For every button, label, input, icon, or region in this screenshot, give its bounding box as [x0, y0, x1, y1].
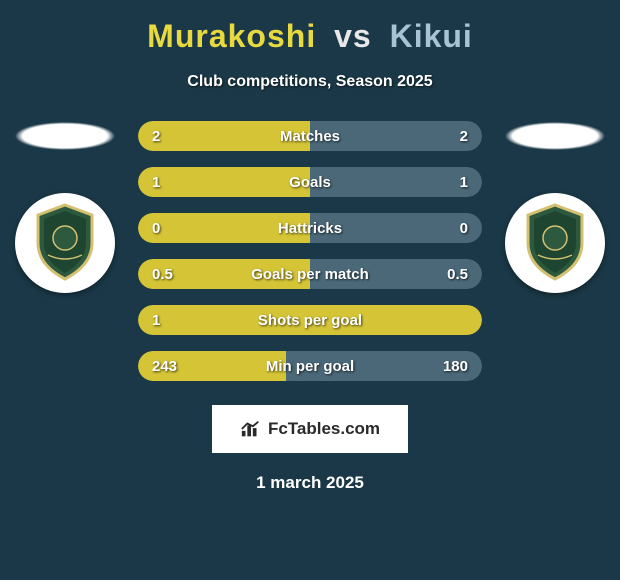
stat-value-left: 243	[152, 358, 177, 375]
stat-row: 1 Shots per goal	[138, 305, 482, 335]
stat-label: Hattricks	[278, 220, 342, 237]
stat-value-left: 1	[152, 312, 160, 329]
stat-value-left: 0	[152, 220, 160, 237]
stat-bar-left	[138, 167, 310, 197]
player2-column	[500, 121, 610, 293]
stats-column: 2 Matches 2 1 Goals 1 0 Hattricks 0 0.5 Goals per …	[120, 121, 500, 397]
player1-team-badge	[15, 193, 115, 293]
stat-bar-right	[310, 167, 482, 197]
player2-name: Kikui	[390, 18, 473, 54]
stat-label: Shots per goal	[258, 312, 362, 329]
player1-name: Murakoshi	[147, 18, 316, 54]
branding-badge: FcTables.com	[212, 405, 408, 453]
stat-value-right: 2	[460, 128, 468, 145]
player1-photo-placeholder	[13, 121, 117, 151]
shield-icon	[520, 203, 590, 283]
shield-icon	[30, 203, 100, 283]
chart-icon	[240, 419, 262, 439]
comparison-title: Murakoshi vs Kikui	[0, 18, 620, 55]
stat-value-right: 0	[460, 220, 468, 237]
stat-row: 2 Matches 2	[138, 121, 482, 151]
player1-column	[10, 121, 120, 293]
stat-row: 0 Hattricks 0	[138, 213, 482, 243]
stat-value-left: 0.5	[152, 266, 173, 283]
stat-row: 243 Min per goal 180	[138, 351, 482, 381]
player2-team-badge	[505, 193, 605, 293]
branding-text: FcTables.com	[268, 419, 380, 439]
stat-value-right: 180	[443, 358, 468, 375]
stat-row: 1 Goals 1	[138, 167, 482, 197]
stat-row: 0.5 Goals per match 0.5	[138, 259, 482, 289]
stat-value-left: 2	[152, 128, 160, 145]
title-vs: vs	[334, 18, 372, 54]
stat-value-right: 1	[460, 174, 468, 191]
stat-label: Goals per match	[251, 266, 369, 283]
stat-label: Min per goal	[266, 358, 354, 375]
stat-label: Goals	[289, 174, 331, 191]
comparison-date: 1 march 2025	[0, 473, 620, 493]
stat-value-right: 0.5	[447, 266, 468, 283]
player2-photo-placeholder	[503, 121, 607, 151]
stat-label: Matches	[280, 128, 340, 145]
stat-value-left: 1	[152, 174, 160, 191]
subtitle: Club competitions, Season 2025	[0, 73, 620, 91]
